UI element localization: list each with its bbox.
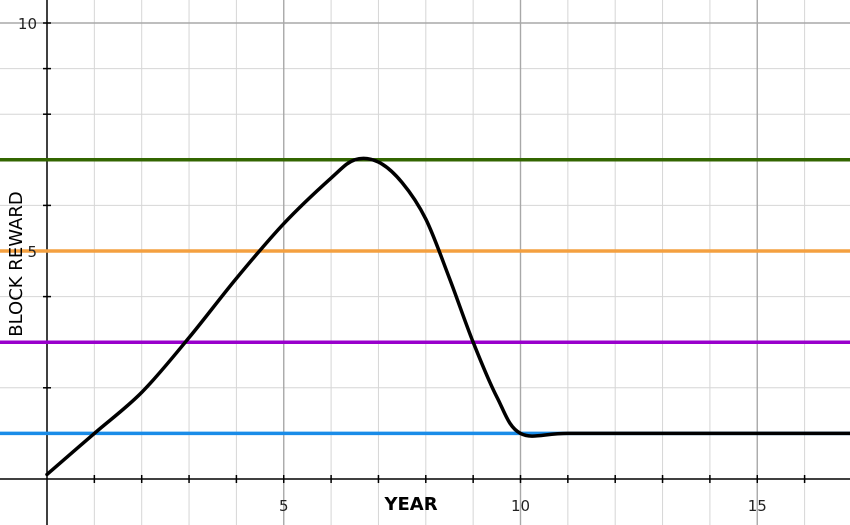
reference-lines <box>0 158 850 436</box>
x-tick-label: 15 <box>748 497 767 515</box>
tick-labels: 5 10 15 5 10 <box>18 15 767 515</box>
y-axis-title: BLOCK REWARD <box>6 191 27 336</box>
series-group <box>45 156 850 477</box>
y-tick-label: 5 <box>27 243 37 261</box>
y-tick-label: 10 <box>18 15 37 33</box>
x-tick-label: 5 <box>279 497 289 515</box>
x-axis-title: YEAR <box>383 494 437 515</box>
x-tick-label: 10 <box>511 497 530 515</box>
block-reward-curve <box>45 156 850 477</box>
